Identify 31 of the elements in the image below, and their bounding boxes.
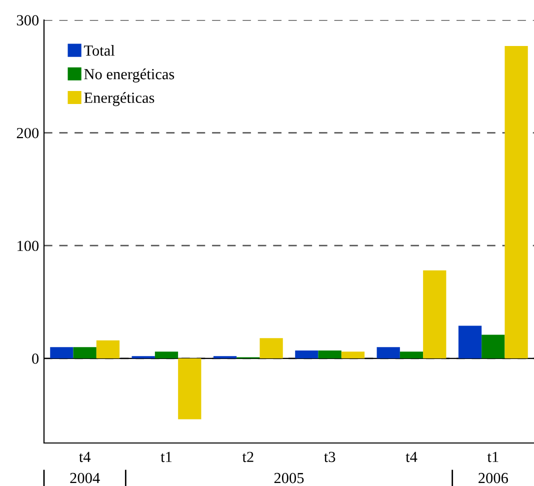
bar [400,352,424,358]
text: 2006 [478,472,508,484]
bar [376,347,400,358]
bar [318,350,342,358]
bar [423,270,446,358]
bar [341,352,365,358]
bar [154,352,178,358]
legend-label: Energéticas [84,92,154,106]
x-tick-label: t1 [487,452,498,462]
bar [73,347,96,358]
x-tick-label: t4 [79,452,91,462]
x-tick-label: t3 [324,452,336,462]
x-tick-label: t1 [160,452,172,462]
legend-label: Total [84,44,115,56]
bar [260,338,283,358]
y-tick-label: 100 [18,240,39,252]
bar [50,347,74,358]
y-tick-label: 0 [32,354,39,364]
bar [482,334,505,358]
bar [458,326,482,358]
y-tick-label: 200 [16,128,39,138]
bar [96,340,120,358]
bar [178,358,202,420]
text: 2004 [70,472,100,484]
bar [295,350,318,358]
x-tick-label: t2 [242,452,254,462]
text: 2005 [274,472,304,484]
y-tick-label: 300 [16,15,39,26]
bar [504,46,528,358]
x-tick-label: t4 [406,452,418,462]
legend-label: No energéticas [84,68,174,82]
